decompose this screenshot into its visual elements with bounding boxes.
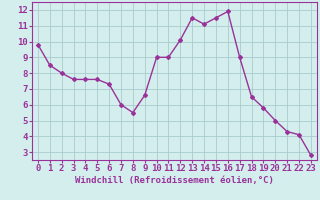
X-axis label: Windchill (Refroidissement éolien,°C): Windchill (Refroidissement éolien,°C) bbox=[75, 176, 274, 185]
